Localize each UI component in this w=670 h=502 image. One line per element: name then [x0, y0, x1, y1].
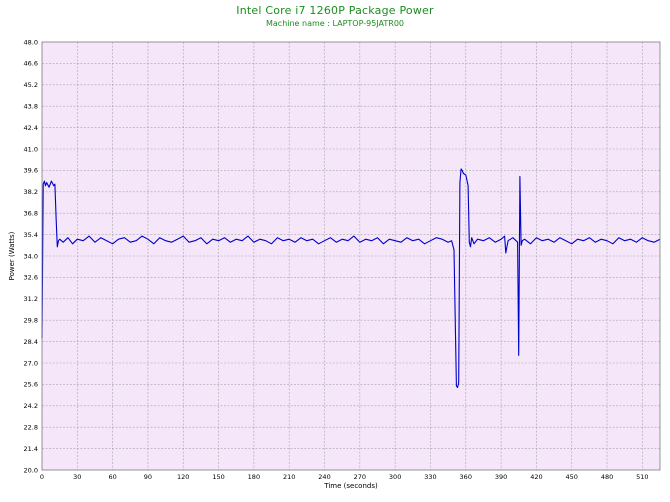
x-tick-label: 30 — [73, 473, 81, 481]
y-tick-label: 27.0 — [24, 359, 38, 367]
x-tick-label: 210 — [283, 473, 295, 481]
x-tick-label: 240 — [318, 473, 330, 481]
y-tick-label: 46.6 — [24, 60, 38, 68]
x-tick-label: 270 — [354, 473, 366, 481]
x-axis-ticks: 0 30 60 90 120 150 180 210 240 270 300 330 360 390 420… — [40, 473, 649, 481]
y-tick-label: 20.0 — [24, 466, 38, 474]
y-tick-label: 29.8 — [24, 317, 38, 325]
y-tick-label: 43.8 — [24, 103, 38, 111]
y-axis-ticks: 20.0 21.4 22.8 24.2 25.6 27.0 28.4 29.8 31.2 32.6… — [24, 38, 38, 474]
y-tick-label: 35.4 — [24, 231, 38, 239]
y-tick-label: 48.0 — [24, 38, 38, 46]
x-tick-label: 390 — [495, 473, 507, 481]
y-tick-label: 24.2 — [24, 402, 38, 410]
y-tick-label: 22.8 — [24, 424, 38, 432]
chart-title: Intel Core i7 1260P Package Power — [236, 4, 434, 17]
x-tick-label: 360 — [460, 473, 472, 481]
plot-frame — [41, 41, 661, 471]
x-axis-label: Time (seconds) — [323, 482, 378, 490]
x-tick-label: 480 — [601, 473, 613, 481]
x-tick-label: 420 — [530, 473, 542, 481]
y-tick-label: 41.0 — [24, 145, 38, 153]
y-tick-label: 39.6 — [24, 167, 38, 175]
grid — [41, 41, 660, 471]
x-tick-label: 330 — [424, 473, 436, 481]
y-tick-label: 38.2 — [24, 188, 38, 196]
series-layer — [41, 168, 661, 389]
y-tick-label: 45.2 — [24, 81, 38, 89]
x-tick-label: 0 — [40, 473, 44, 481]
x-tick-label: 300 — [389, 473, 401, 481]
series-line — [41, 168, 661, 389]
y-tick-label: 36.8 — [24, 210, 38, 218]
chart-subtitle: Machine name : LAPTOP-95JATR00 — [265, 19, 405, 28]
y-tick-label: 28.4 — [24, 338, 38, 346]
y-tick-label: 32.6 — [24, 274, 38, 282]
y-tick-label: 34.0 — [24, 252, 38, 260]
y-axis-label: Power (Watts) — [8, 231, 16, 280]
x-tick-label: 450 — [566, 473, 578, 481]
x-tick-label: 180 — [248, 473, 260, 481]
x-tick-label: 90 — [144, 473, 152, 481]
y-tick-label: 21.4 — [24, 445, 38, 453]
x-tick-label: 510 — [636, 473, 648, 481]
x-tick-label: 150 — [212, 473, 224, 481]
x-tick-label: 60 — [108, 473, 116, 481]
y-tick-label: 25.6 — [24, 381, 38, 389]
x-tick-label: 120 — [177, 473, 189, 481]
y-tick-label: 31.2 — [24, 295, 38, 303]
y-tick-label: 42.4 — [24, 124, 38, 132]
